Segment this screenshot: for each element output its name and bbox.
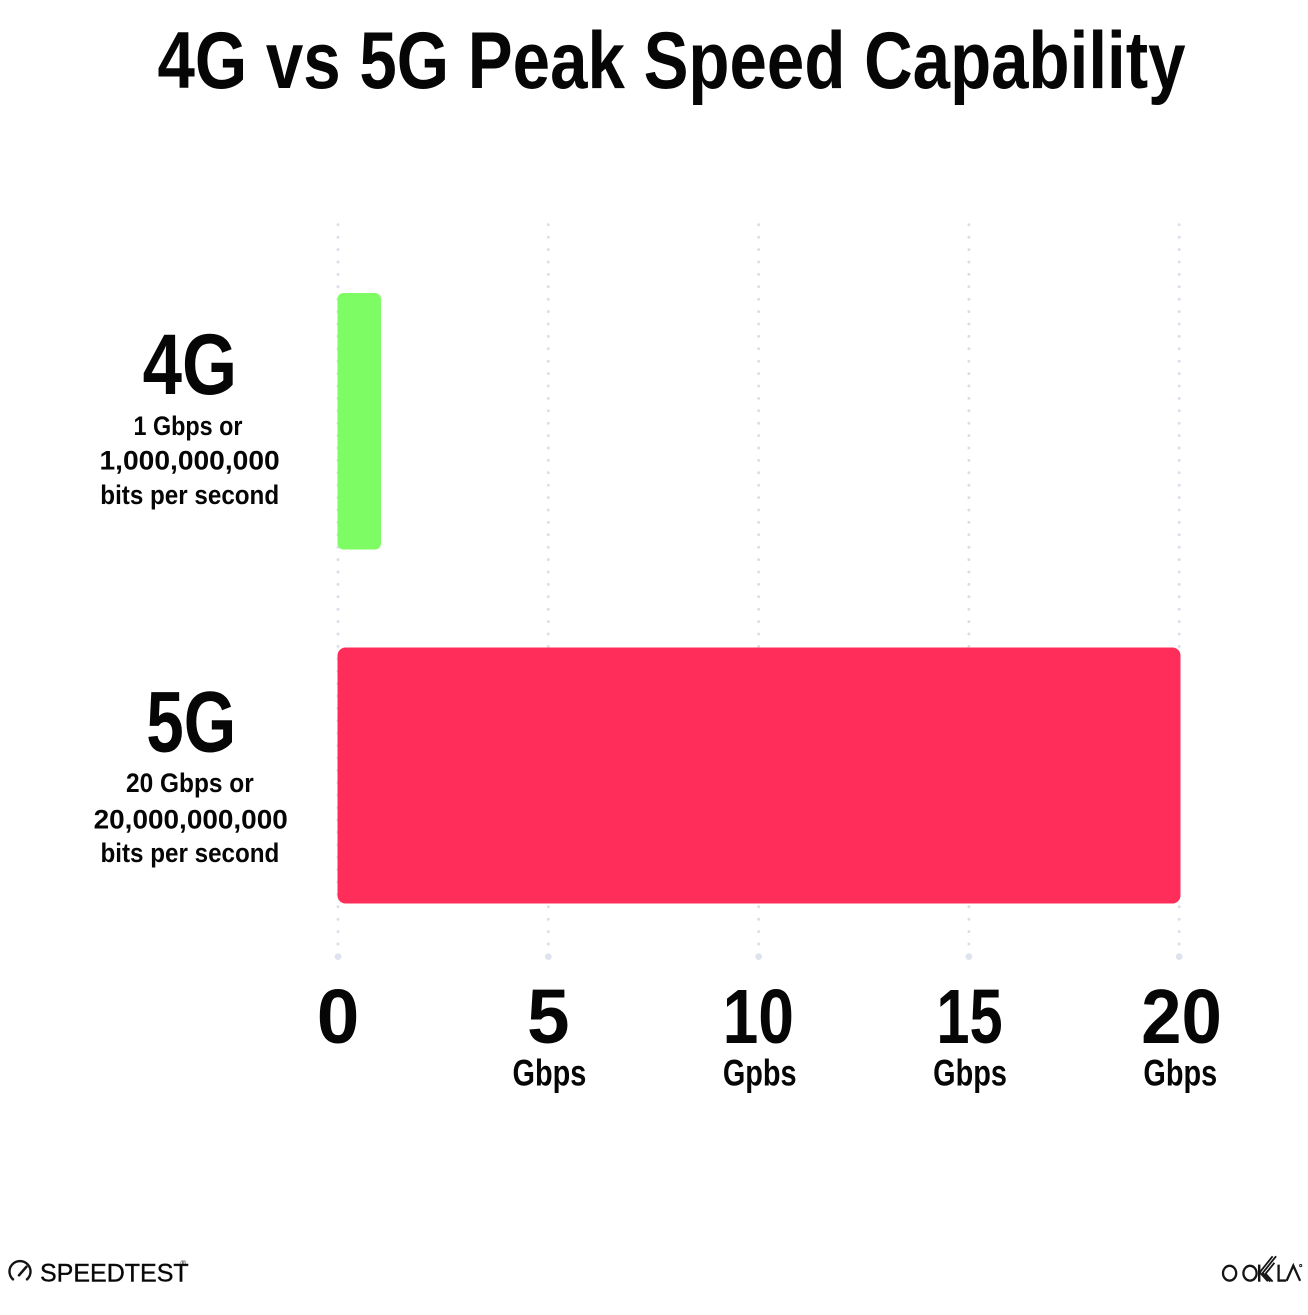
svg-text:Gbps: Gbps bbox=[513, 1053, 587, 1094]
svg-text:0: 0 bbox=[317, 975, 360, 1060]
svg-text:1,000,000,000: 1,000,000,000 bbox=[99, 445, 279, 475]
svg-text:Gbps: Gbps bbox=[1143, 1053, 1217, 1094]
svg-text:bits per second: bits per second bbox=[100, 839, 279, 868]
svg-text:5: 5 bbox=[527, 975, 570, 1060]
svg-text:Gpbs: Gpbs bbox=[723, 1053, 797, 1094]
svg-text:4G: 4G bbox=[143, 315, 237, 412]
svg-text:bits per second: bits per second bbox=[100, 481, 279, 510]
svg-text:Gbps: Gbps bbox=[933, 1053, 1007, 1094]
svg-text:®: ® bbox=[181, 1259, 187, 1268]
svg-text:1 Gbps or: 1 Gbps or bbox=[134, 412, 243, 442]
svg-text:20: 20 bbox=[1141, 973, 1222, 1059]
svg-text:4G vs 5G Peak Speed Capability: 4G vs 5G Peak Speed Capability bbox=[157, 15, 1185, 105]
svg-text:10: 10 bbox=[723, 973, 794, 1059]
svg-text:20,000,000,000: 20,000,000,000 bbox=[94, 804, 288, 834]
svg-text:15: 15 bbox=[936, 974, 1002, 1060]
svg-text:5G: 5G bbox=[146, 675, 236, 771]
svg-text:20 Gbps or: 20 Gbps or bbox=[126, 769, 254, 798]
svg-text:SPEEDTEST: SPEEDTEST bbox=[40, 1260, 189, 1288]
